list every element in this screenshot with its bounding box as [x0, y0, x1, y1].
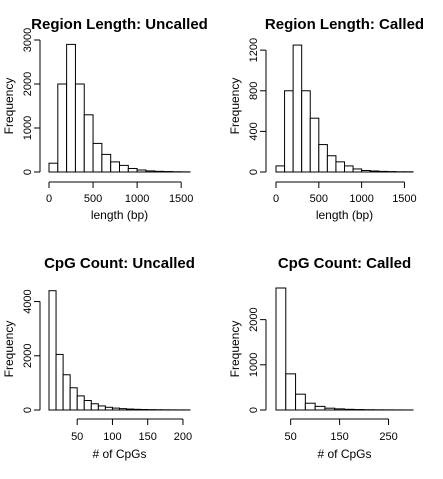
y-axis-label: Frequency [2, 78, 16, 135]
x-tick-label: 50 [285, 431, 297, 443]
histogram-bar [49, 163, 58, 172]
histogram-bar [353, 169, 362, 172]
y-tick-label: 0 [248, 407, 260, 413]
y-tick-label: 0 [248, 169, 260, 175]
histogram-bar [296, 394, 306, 410]
histogram-bar [345, 409, 355, 410]
x-axis-label: # of CpGs [92, 447, 146, 461]
histogram-bar [98, 406, 105, 410]
histogram-bar [58, 84, 67, 172]
y-axis-label: Frequency [228, 78, 242, 135]
y-tick-label: 1000 [22, 116, 34, 140]
y-axis-label: Frequency [2, 321, 16, 378]
histogram-bar [111, 162, 120, 172]
histogram-bar [379, 171, 388, 172]
histogram-bar [362, 170, 371, 172]
histogram-bar [315, 406, 325, 410]
x-tick-label: 500 [310, 193, 328, 205]
histogram-bar [120, 409, 127, 410]
histogram-bar [102, 154, 111, 172]
histogram-bar [336, 162, 345, 172]
x-axis-label: length (bp) [91, 208, 148, 222]
histogram-bar [77, 396, 84, 410]
histogram-bar [91, 404, 98, 410]
y-tick-label: 2000 [22, 72, 34, 96]
histogram-bar [335, 409, 345, 410]
histogram-bar [63, 375, 70, 410]
histogram-bar [325, 408, 335, 410]
histogram-bar [105, 407, 112, 410]
x-tick-label: 200 [174, 431, 192, 443]
histogram-bar [276, 166, 285, 172]
histogram-bar [120, 165, 129, 172]
histogram-bar [370, 171, 379, 172]
x-axis-label: length (bp) [316, 208, 373, 222]
histogram-bar [319, 145, 328, 172]
x-tick-label: 100 [103, 431, 121, 443]
histogram-bar [293, 45, 302, 172]
histogram-bar [56, 354, 63, 410]
y-tick-label: 3000 [22, 28, 34, 52]
x-tick-label: 0 [46, 193, 52, 205]
x-tick-label: 150 [330, 431, 348, 443]
x-tick-label: 1000 [125, 193, 149, 205]
histogram-bar [70, 388, 77, 410]
histogram-bar [345, 166, 354, 172]
histogram-bar [84, 401, 91, 410]
histogram-bar [285, 91, 294, 172]
chart-title: Region Length: Uncalled [31, 16, 208, 33]
histogram-bar [302, 91, 311, 172]
histogram-bar [112, 408, 119, 410]
y-tick-label: 0 [22, 407, 34, 413]
histogram-bar [286, 374, 296, 410]
x-tick-label: 250 [379, 431, 397, 443]
histogram-bar [276, 288, 286, 410]
histogram-bar [137, 170, 146, 172]
histogram-bar [67, 44, 76, 172]
x-tick-label: 150 [139, 431, 157, 443]
y-tick-label: 4000 [22, 289, 34, 313]
histogram-bar [305, 403, 315, 410]
x-tick-label: 1500 [169, 193, 193, 205]
x-tick-label: 0 [273, 193, 279, 205]
histogram-bar [310, 118, 319, 172]
histogram-bar [127, 409, 134, 410]
y-tick-label: 1000 [248, 353, 260, 377]
histogram-bar [134, 409, 141, 410]
chart-title: Region Length: Called [265, 16, 424, 33]
histogram-bar [84, 115, 93, 172]
y-tick-label: 400 [248, 122, 260, 140]
x-tick-label: 1000 [349, 193, 373, 205]
x-axis-label: # of CpGs [317, 447, 371, 461]
x-tick-label: 500 [84, 193, 102, 205]
histogram-bar [93, 143, 102, 172]
y-tick-label: 2000 [248, 307, 260, 331]
y-tick-label: 0 [22, 169, 34, 175]
histogram-bar [327, 156, 336, 172]
histogram-bar [155, 171, 164, 172]
y-axis-label: Frequency [228, 321, 242, 378]
x-tick-label: 1500 [392, 193, 416, 205]
histogram-bar [49, 291, 56, 410]
histogram-bar [75, 84, 84, 172]
y-tick-label: 800 [248, 82, 260, 100]
chart-title: CpG Count: Called [278, 255, 411, 272]
histogram-bar [146, 171, 155, 172]
y-tick-label: 2000 [22, 344, 34, 368]
x-tick-label: 50 [71, 431, 83, 443]
y-tick-label: 1200 [248, 38, 260, 62]
chart-title: CpG Count: Uncalled [44, 255, 195, 272]
histogram-bar [128, 168, 137, 172]
